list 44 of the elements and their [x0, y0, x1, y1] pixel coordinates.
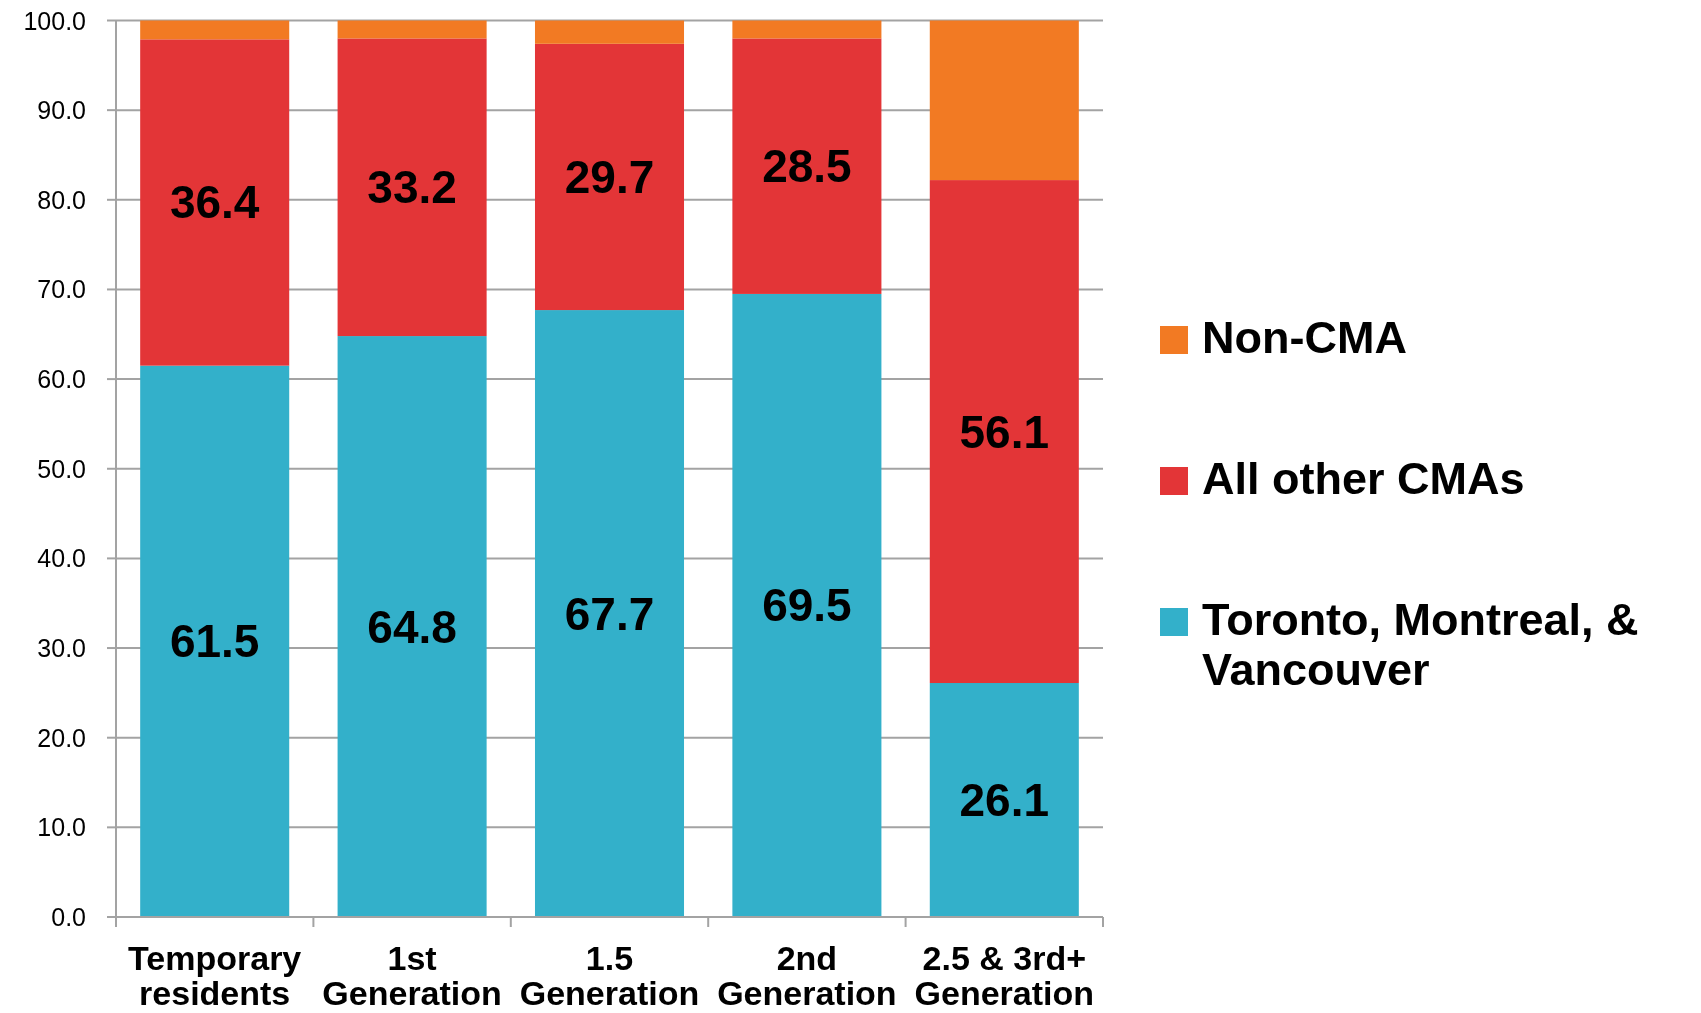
x-tick-label: Temporary residents — [128, 939, 302, 1012]
data-label: 64.8 — [367, 600, 457, 653]
data-label: 29.7 — [564, 150, 655, 203]
y-tick-label: 30.0 — [37, 634, 86, 663]
bar — [929, 683, 1079, 917]
data-label: 28.5 — [762, 140, 852, 193]
y-tick-label: 90.0 — [37, 96, 86, 125]
data-label: 33.2 — [367, 161, 457, 214]
bar — [732, 293, 882, 917]
y-tick-label: 50.0 — [37, 454, 86, 483]
bar — [534, 310, 685, 917]
data-label: 69.5 — [762, 579, 852, 632]
bar — [337, 20, 487, 39]
y-tick-label: 60.0 — [37, 365, 86, 394]
x-tick-label: 2nd Generation — [717, 939, 897, 1012]
y-tick-label: 80.0 — [37, 185, 86, 214]
bar — [732, 38, 882, 294]
bar — [929, 20, 1079, 181]
bar — [534, 20, 685, 44]
legend-label: Non-CMA — [1202, 312, 1407, 363]
y-tick-label: 40.0 — [37, 544, 86, 573]
bar — [534, 43, 685, 311]
x-tick-label: 2.5 & 3rd+ Generation — [914, 939, 1095, 1012]
data-label: 36.4 — [169, 176, 260, 229]
bar — [140, 365, 290, 917]
data-label: 61.5 — [169, 615, 260, 668]
data-label: 26.1 — [959, 774, 1050, 827]
y-tick-label: 10.0 — [37, 813, 86, 842]
bar — [140, 39, 290, 366]
bar — [732, 20, 882, 39]
y-tick-label: 0.0 — [51, 903, 86, 931]
data-label: 67.7 — [564, 587, 655, 640]
bar — [337, 336, 487, 917]
y-tick-label: 100.0 — [23, 6, 86, 35]
bar — [140, 20, 290, 40]
y-tick-label: 70.0 — [37, 275, 86, 304]
bar — [929, 180, 1079, 684]
legend-label: All other CMAs — [1202, 453, 1525, 504]
y-tick-label: 20.0 — [37, 723, 86, 752]
data-label: 56.1 — [959, 405, 1050, 458]
legend-label: Toronto, Montreal, & Vancouver — [1202, 594, 1639, 695]
x-tick-label: 1st Generation — [322, 939, 502, 1012]
bar — [337, 38, 487, 337]
x-tick-label: 1.5 Generation — [519, 939, 700, 1012]
